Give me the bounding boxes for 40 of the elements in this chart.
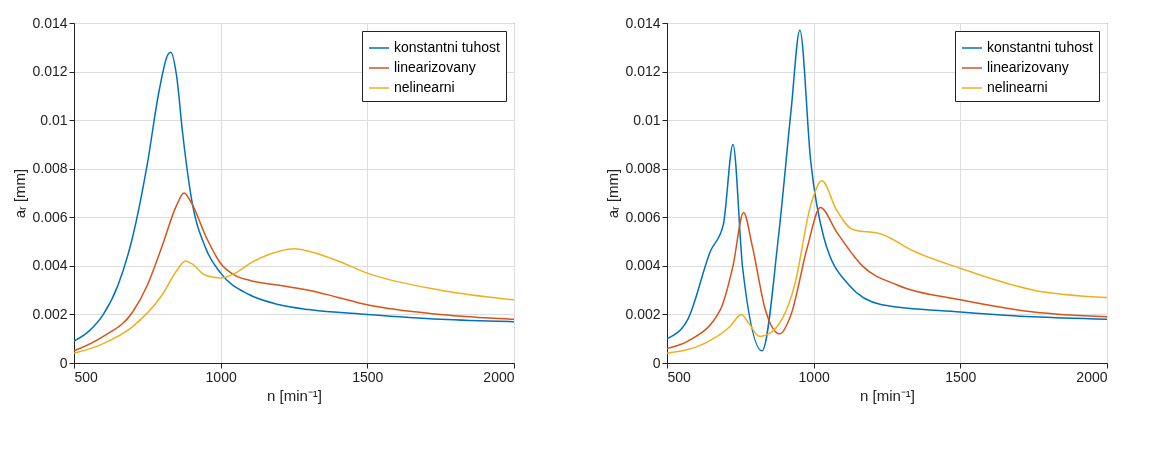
y-tick-label: 0.012 bbox=[32, 63, 68, 80]
x-tick-label: 1000 bbox=[205, 368, 237, 385]
x-axis-title: n [min⁻¹] bbox=[266, 386, 323, 404]
x-tick-label: 500 bbox=[667, 368, 692, 385]
y-tick-label: 0.008 bbox=[625, 160, 661, 177]
y-tick-label: 0.01 bbox=[40, 111, 68, 128]
y-tick-label: 0 bbox=[59, 354, 68, 371]
y-tick-label: 0.006 bbox=[625, 208, 661, 225]
legend-label: linearizovany bbox=[987, 59, 1069, 75]
line-series bbox=[667, 180, 1107, 355]
x-tick-label: 1000 bbox=[798, 368, 830, 385]
y-tick-label: 0.004 bbox=[625, 257, 661, 274]
y-tick-label: 0.014 bbox=[32, 14, 68, 31]
y-axis-title: aᵣ [mm] bbox=[11, 168, 29, 219]
x-tick-label: 2000 bbox=[1076, 368, 1108, 385]
y-tick-label: 0.002 bbox=[32, 305, 68, 322]
legend-label: konstantni tuhost bbox=[394, 39, 500, 55]
y-tick-label: 0.002 bbox=[625, 305, 661, 322]
legend-label: konstantni tuhost bbox=[987, 39, 1093, 55]
x-tick-label: 2000 bbox=[483, 368, 515, 385]
y-tick-label: 0.008 bbox=[32, 160, 68, 177]
y-tick-label: 0.006 bbox=[32, 208, 68, 225]
line-series bbox=[667, 29, 1107, 352]
x-tick-label: 500 bbox=[74, 368, 99, 385]
legend-label: nelinearni bbox=[394, 79, 455, 95]
legend-label: linearizovany bbox=[394, 59, 476, 75]
line-series bbox=[74, 248, 514, 355]
line-series bbox=[74, 192, 514, 352]
y-tick-label: 0.012 bbox=[625, 63, 661, 80]
y-tick-label: 0.004 bbox=[32, 257, 68, 274]
y-tick-label: 0.01 bbox=[633, 111, 661, 128]
x-axis-title: n [min⁻¹] bbox=[859, 386, 916, 404]
x-tick-label: 1500 bbox=[352, 368, 384, 385]
legend-label: nelinearni bbox=[987, 79, 1048, 95]
line-series bbox=[74, 51, 514, 342]
line-series bbox=[667, 206, 1107, 350]
y-tick-label: 0 bbox=[652, 354, 661, 371]
y-tick-label: 0.014 bbox=[625, 14, 661, 31]
x-tick-label: 1500 bbox=[945, 368, 977, 385]
y-axis-title: aᵣ [mm] bbox=[604, 168, 622, 219]
